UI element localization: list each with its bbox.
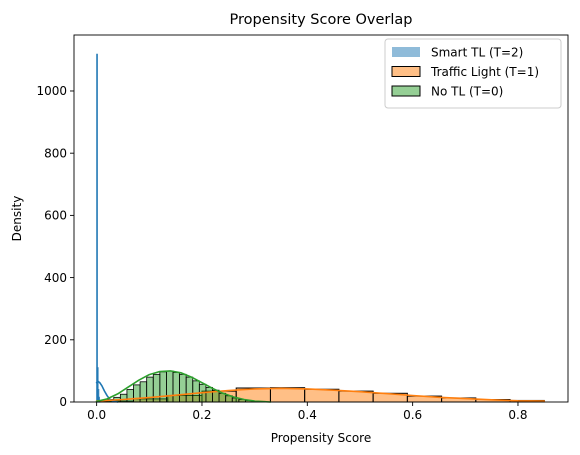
series-1-kde-line: [95, 387, 546, 402]
series-2-bar: [166, 370, 174, 403]
y-tick-label: 400: [44, 271, 67, 285]
x-tick-label: 0.6: [403, 408, 422, 422]
series-1-bar: [304, 388, 340, 403]
legend-label: No TL (T=0): [431, 85, 503, 99]
legend-label: Smart TL (T=2): [431, 46, 523, 60]
y-axis-title: Density: [10, 196, 24, 242]
axes: 0.0 0.2 0.4 0.6 0.8 0 200 400 600 800 1000: [36, 84, 527, 422]
plot-area: [95, 53, 546, 403]
series-2-bar: [185, 376, 194, 403]
x-tick-label: 0.4: [298, 408, 317, 422]
legend-swatch: [392, 47, 420, 57]
series-1-bar: [269, 387, 306, 403]
y-tick-label: 1000: [36, 84, 67, 98]
series-2-bar: [179, 373, 187, 403]
plot-frame: [73, 34, 569, 403]
y-tick-label: 600: [44, 209, 67, 223]
series-0-kde-line: [95, 380, 119, 403]
series-2-bar: [205, 386, 213, 403]
y-tick-label: 200: [44, 333, 67, 347]
y-tick-label: 0: [59, 395, 67, 409]
series-2-bar: [126, 389, 134, 403]
legend-label: Traffic Light (T=1): [430, 65, 539, 79]
legend-swatch: [391, 85, 421, 97]
series-0-bar: [96, 53, 98, 403]
x-axis-title: Propensity Score: [271, 431, 371, 445]
chart-title: Propensity Score Overlap: [230, 12, 413, 28]
series-2-bar: [192, 380, 200, 403]
legend: Smart TL (T=2) Traffic Light (T=1) No TL (…: [384, 38, 562, 109]
series-2-kde-line: [95, 370, 272, 403]
series-2-bar: [119, 393, 128, 403]
x-tick-label: 0.2: [192, 408, 211, 422]
x-tick-label: 0.0: [87, 408, 106, 422]
legend-box: [384, 38, 562, 109]
series-2-bar: [159, 371, 167, 403]
series-2-bar: [172, 372, 180, 403]
legend-swatch: [391, 66, 421, 77]
y-tick-label: 800: [44, 146, 67, 160]
x-tick-label: 0.8: [508, 408, 527, 422]
